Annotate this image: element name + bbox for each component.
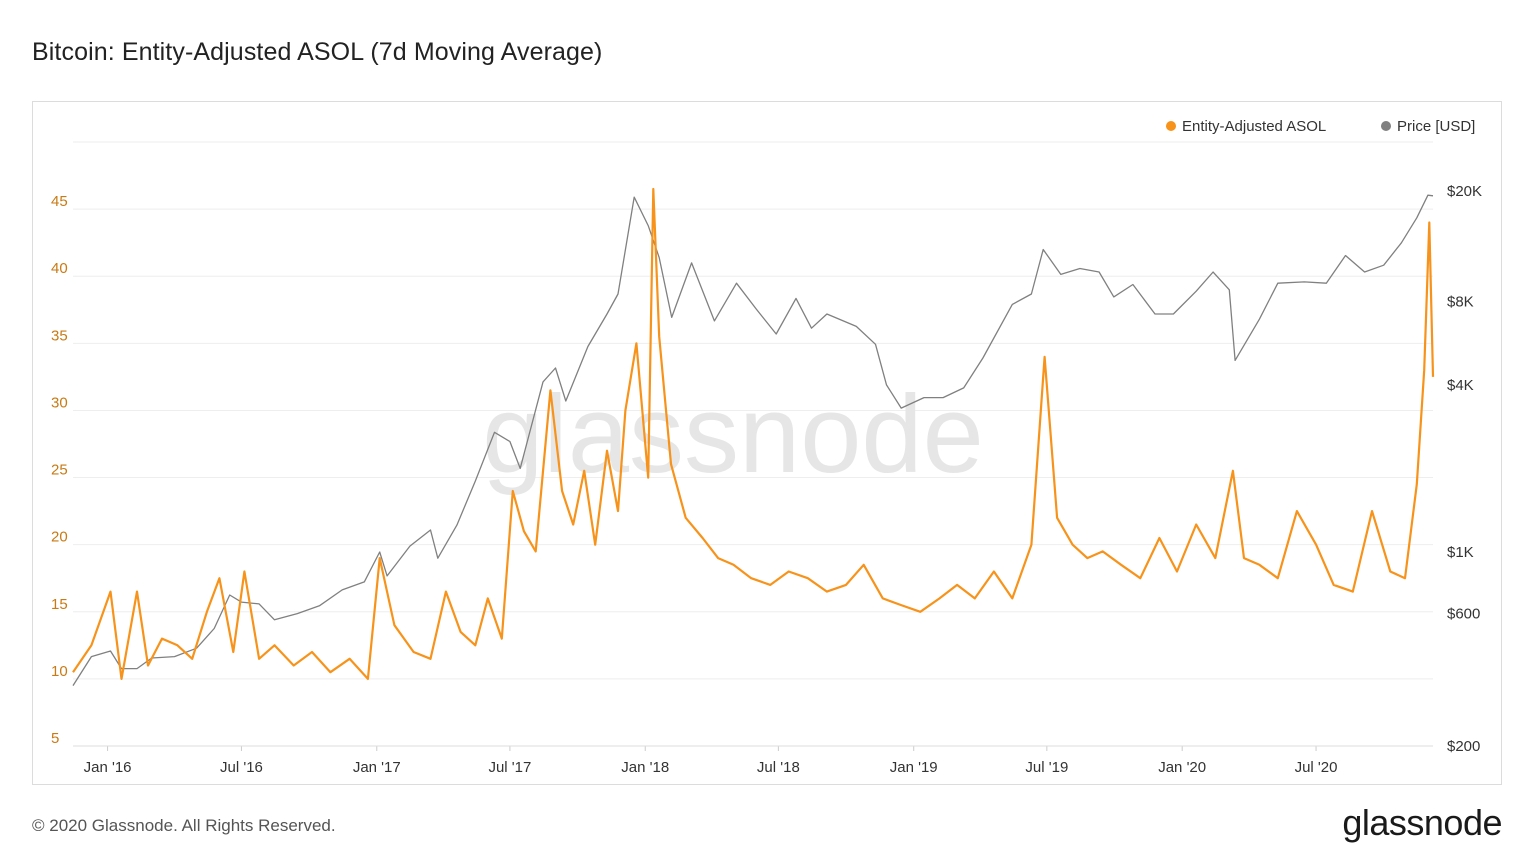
legend-label-1: Price [USD]	[1397, 118, 1475, 135]
legend-marker-0	[1166, 121, 1176, 131]
series-line-1	[72, 194, 1434, 686]
x-tick-9: Jul '20	[1295, 759, 1338, 776]
y-left-tick-7: 40	[51, 260, 68, 277]
chart-svg: glassnode 5 10 15 20 25 30 35 40 45 $200 $600 $1K $4K…	[51, 118, 1482, 776]
y-right-tick-4: $8K	[1447, 293, 1474, 310]
y-left-tick-0: 5	[51, 730, 59, 747]
y-left-tick-4: 25	[51, 462, 68, 479]
x-tick-3: Jul '17	[488, 759, 531, 776]
y-right-tick-0: $200	[1447, 738, 1480, 755]
legend-marker-1	[1381, 121, 1391, 131]
y-left-tick-8: 45	[51, 193, 68, 210]
y-left-tick-6: 35	[51, 327, 68, 344]
x-tick-8: Jan '20	[1158, 759, 1206, 776]
page-title: Bitcoin: Entity-Adjusted ASOL (7d Moving…	[32, 38, 603, 66]
copyright-text: © 2020 Glassnode. All Rights Reserved.	[32, 816, 336, 835]
glassnode-logo: glassnode	[1342, 802, 1502, 843]
x-tick-6: Jan '19	[890, 759, 938, 776]
chart-panel: glassnode 5 10 15 20 25 30 35 40 45 $200 $600 $1K $4K…	[32, 101, 1502, 785]
y-right-tick-3: $4K	[1447, 377, 1474, 394]
x-tick-5: Jul '18	[757, 759, 800, 776]
y-right-tick-5: $20K	[1447, 183, 1482, 200]
y-left-tick-1: 10	[51, 663, 68, 680]
x-tick-7: Jul '19	[1025, 759, 1068, 776]
legend: Entity-Adjusted ASOL Price [USD]	[1166, 118, 1475, 135]
y-left-tick-2: 15	[51, 596, 68, 613]
y-left-tick-3: 20	[51, 529, 68, 546]
x-tick-0: Jan '16	[84, 759, 132, 776]
y-left-tick-5: 30	[51, 394, 68, 411]
y-right-tick-2: $1K	[1447, 544, 1474, 561]
series-line-0	[72, 187, 1435, 680]
x-tick-1: Jul '16	[220, 759, 263, 776]
y-right-tick-1: $600	[1447, 606, 1480, 623]
legend-label-0: Entity-Adjusted ASOL	[1182, 118, 1326, 135]
watermark-text: glassnode	[482, 373, 984, 496]
x-tick-4: Jan '18	[621, 759, 669, 776]
x-tick-2: Jan '17	[353, 759, 401, 776]
